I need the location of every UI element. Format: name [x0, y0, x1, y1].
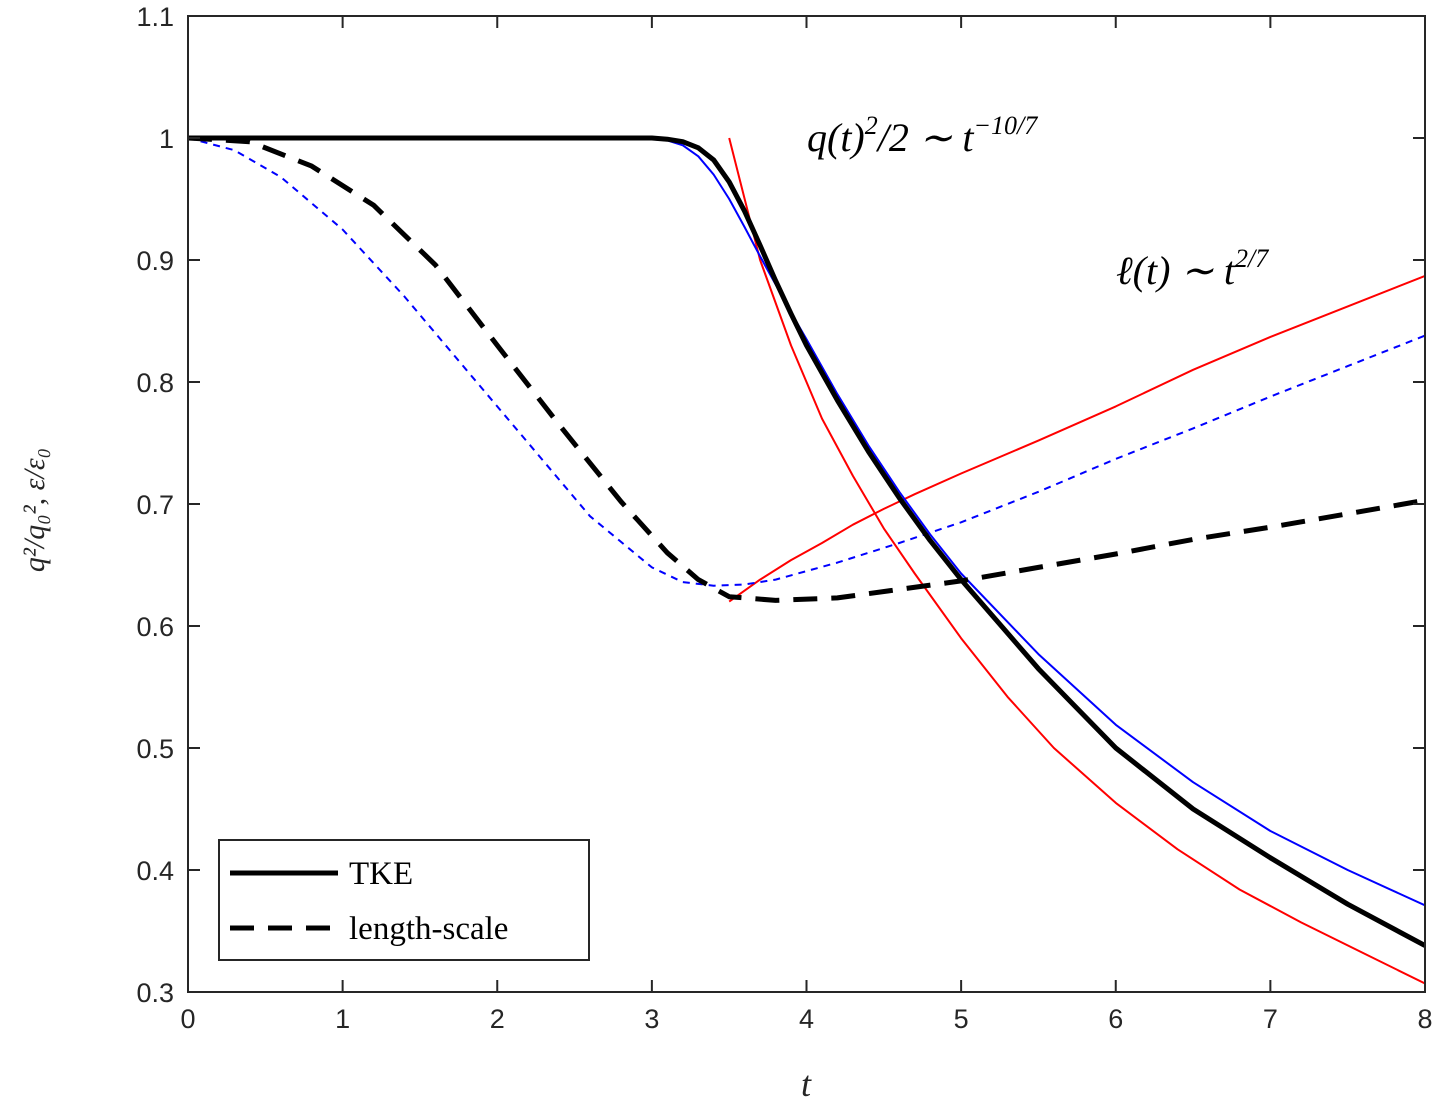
y-tick-label: 0.8 [136, 368, 174, 398]
x-tick-label: 7 [1263, 1004, 1278, 1034]
x-tick-label: 4 [799, 1004, 814, 1034]
y-tick-label: 1 [159, 124, 174, 154]
series-line-length-scale-model [188, 137, 1425, 587]
y-tick-label: 0.4 [136, 856, 174, 886]
x-tick-label: 0 [180, 1004, 195, 1034]
x-tick-label: 2 [490, 1004, 505, 1034]
series-line-tke [188, 135, 1425, 948]
y-tick-label: 0.6 [136, 612, 174, 642]
y-tick-label: 0.9 [136, 246, 174, 276]
legend-label-tke: TKE [349, 856, 413, 892]
y-axis-label: q²/q₀², ε/ε₀ [18, 448, 51, 572]
annotation-length-power-law: ℓ(t) ∼ t2/7 [1116, 244, 1269, 293]
series-line-t-t-2-7 [728, 274, 1425, 603]
y-tick-label: 0.5 [136, 734, 174, 764]
legend: TKE length-scale [218, 839, 590, 961]
x-tick-label: 5 [954, 1004, 969, 1034]
x-tick-label: 8 [1417, 1004, 1432, 1034]
legend-label-length-scale: length-scale [349, 911, 508, 947]
y-tick-labels: 0.3 0.4 0.5 0.6 0.7 0.8 0.9 1 1.1 [136, 2, 174, 1008]
x-tick-labels: 0 1 2 3 4 5 6 7 8 [180, 1004, 1432, 1034]
legend-box [218, 839, 590, 961]
series-line-q-t-2-t-10-7 [728, 137, 1425, 985]
x-tick-label: 1 [335, 1004, 350, 1034]
x-axis-label: t [801, 1064, 812, 1104]
annotation-tke-power-law: q(t)2/2 ∼ t−10/7 [807, 111, 1038, 160]
x-tick-label: 3 [644, 1004, 659, 1034]
series-layer [188, 135, 1425, 985]
x-tick-label: 6 [1108, 1004, 1123, 1034]
ticks-layer [187, 15, 1426, 993]
y-tick-label: 1.1 [136, 2, 174, 32]
y-tick-label: 0.7 [136, 490, 174, 520]
y-tick-label: 0.3 [136, 978, 174, 1008]
series-line-length-scale [188, 135, 1425, 603]
